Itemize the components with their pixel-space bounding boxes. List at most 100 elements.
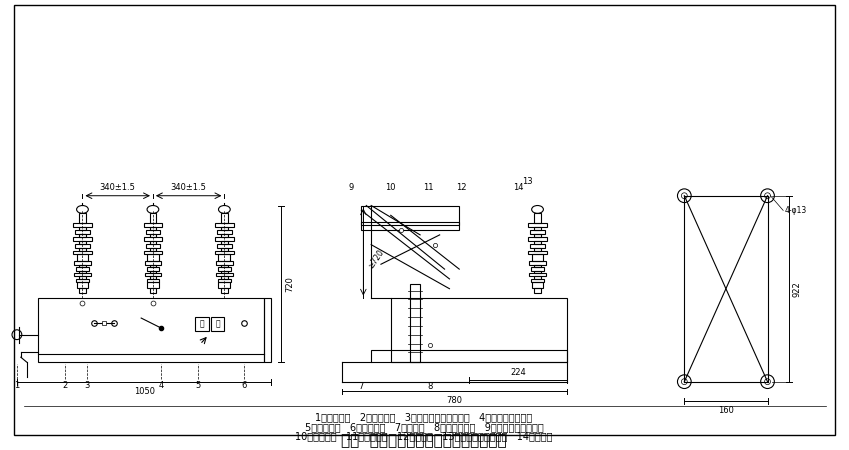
Bar <box>149 213 156 223</box>
Text: 1、操作手柄   2、隔离主轴   3、断路器手动分合手柄   4、断路器储能手柄: 1、操作手柄 2、隔离主轴 3、断路器手动分合手柄 4、断路器储能手柄 <box>315 412 532 422</box>
Bar <box>362 206 459 225</box>
Bar <box>76 254 88 261</box>
Bar <box>149 234 156 237</box>
Bar <box>217 244 232 248</box>
Text: 1: 1 <box>14 381 20 390</box>
Bar <box>149 248 156 251</box>
Bar <box>217 230 232 234</box>
Text: 9: 9 <box>349 184 354 193</box>
Text: 8: 8 <box>427 382 433 391</box>
Bar <box>221 270 228 273</box>
Text: 10、隔离刀片   11、绝缘拉杆   12、隔离架   13、接线板（出线端）   14、断路器: 10、隔离刀片 11、绝缘拉杆 12、隔离架 13、接线板（出线端） 14、断路… <box>295 432 553 441</box>
Bar <box>149 270 156 273</box>
Bar <box>75 244 90 248</box>
Ellipse shape <box>76 206 88 213</box>
Bar <box>76 282 88 288</box>
Bar <box>149 241 156 244</box>
Bar <box>216 261 233 265</box>
Bar <box>79 265 86 267</box>
Bar <box>79 276 86 279</box>
Bar <box>215 223 233 227</box>
Bar <box>147 282 159 288</box>
Bar <box>221 288 228 293</box>
Bar <box>531 282 543 288</box>
Bar <box>221 234 228 237</box>
Bar <box>218 254 230 261</box>
Text: 160: 160 <box>718 406 734 415</box>
Text: 5、分合指示   6、接线插头   7、绝缘子   8、电流互感器   9、接线板（进线端）: 5、分合指示 6、接线插头 7、绝缘子 8、电流互感器 9、接线板（进线端） <box>305 422 543 432</box>
Text: 10: 10 <box>385 184 396 193</box>
Bar <box>263 298 272 362</box>
Bar <box>221 265 228 267</box>
Text: 3: 3 <box>85 381 90 390</box>
Bar <box>74 273 91 276</box>
Bar <box>218 267 231 270</box>
Text: 340±1.5: 340±1.5 <box>99 183 136 192</box>
Bar <box>147 267 160 270</box>
Text: 4: 4 <box>158 381 163 390</box>
Bar <box>410 284 420 362</box>
Bar <box>75 230 90 234</box>
Bar <box>531 279 544 282</box>
Bar <box>145 244 160 248</box>
Text: 7: 7 <box>358 382 364 391</box>
Text: 2: 2 <box>62 381 67 390</box>
Bar <box>534 227 541 230</box>
Bar <box>149 276 156 279</box>
Bar <box>73 251 92 254</box>
Bar <box>147 254 159 261</box>
Ellipse shape <box>218 206 230 213</box>
Bar <box>143 251 162 254</box>
Text: 1050: 1050 <box>133 387 155 396</box>
Text: ≥720: ≥720 <box>367 248 385 270</box>
Text: 图五  断路器（带隔离）外形及安装尺寸: 图五 断路器（带隔离）外形及安装尺寸 <box>341 433 507 449</box>
Bar <box>534 265 541 267</box>
Bar <box>215 237 233 241</box>
Bar <box>73 223 92 227</box>
Bar <box>79 288 86 293</box>
Bar <box>149 227 156 230</box>
Bar <box>528 237 547 241</box>
Bar <box>221 213 228 223</box>
Bar <box>144 273 161 276</box>
Bar <box>216 273 233 276</box>
Bar <box>531 267 544 270</box>
Text: 340±1.5: 340±1.5 <box>171 183 206 192</box>
Bar <box>534 213 541 223</box>
Text: 分: 分 <box>200 320 204 328</box>
Text: 922: 922 <box>793 281 802 297</box>
Bar <box>362 222 459 230</box>
Bar <box>79 213 86 223</box>
Bar <box>218 282 230 288</box>
Bar <box>143 237 162 241</box>
Bar <box>534 270 541 273</box>
Text: 合: 合 <box>215 320 220 328</box>
Ellipse shape <box>147 206 159 213</box>
Bar <box>528 223 547 227</box>
Text: 6: 6 <box>241 381 246 390</box>
Text: 224: 224 <box>510 368 526 377</box>
Bar <box>221 248 228 251</box>
Bar <box>76 279 89 282</box>
Bar <box>529 261 546 265</box>
Bar <box>211 317 224 331</box>
Bar <box>534 276 541 279</box>
Text: 13: 13 <box>522 176 533 185</box>
Bar <box>371 351 567 362</box>
Text: 11: 11 <box>423 184 433 193</box>
Text: 14: 14 <box>513 184 523 193</box>
Bar <box>74 261 91 265</box>
Bar <box>529 273 546 276</box>
Bar <box>38 298 263 362</box>
Bar <box>534 241 541 244</box>
Bar <box>534 248 541 251</box>
Text: 12: 12 <box>456 184 466 193</box>
Bar <box>79 234 86 237</box>
Bar <box>143 223 162 227</box>
Bar <box>221 276 228 279</box>
Bar <box>145 230 160 234</box>
Bar <box>218 279 231 282</box>
Bar <box>73 237 92 241</box>
Bar <box>391 298 567 362</box>
Bar <box>215 251 233 254</box>
